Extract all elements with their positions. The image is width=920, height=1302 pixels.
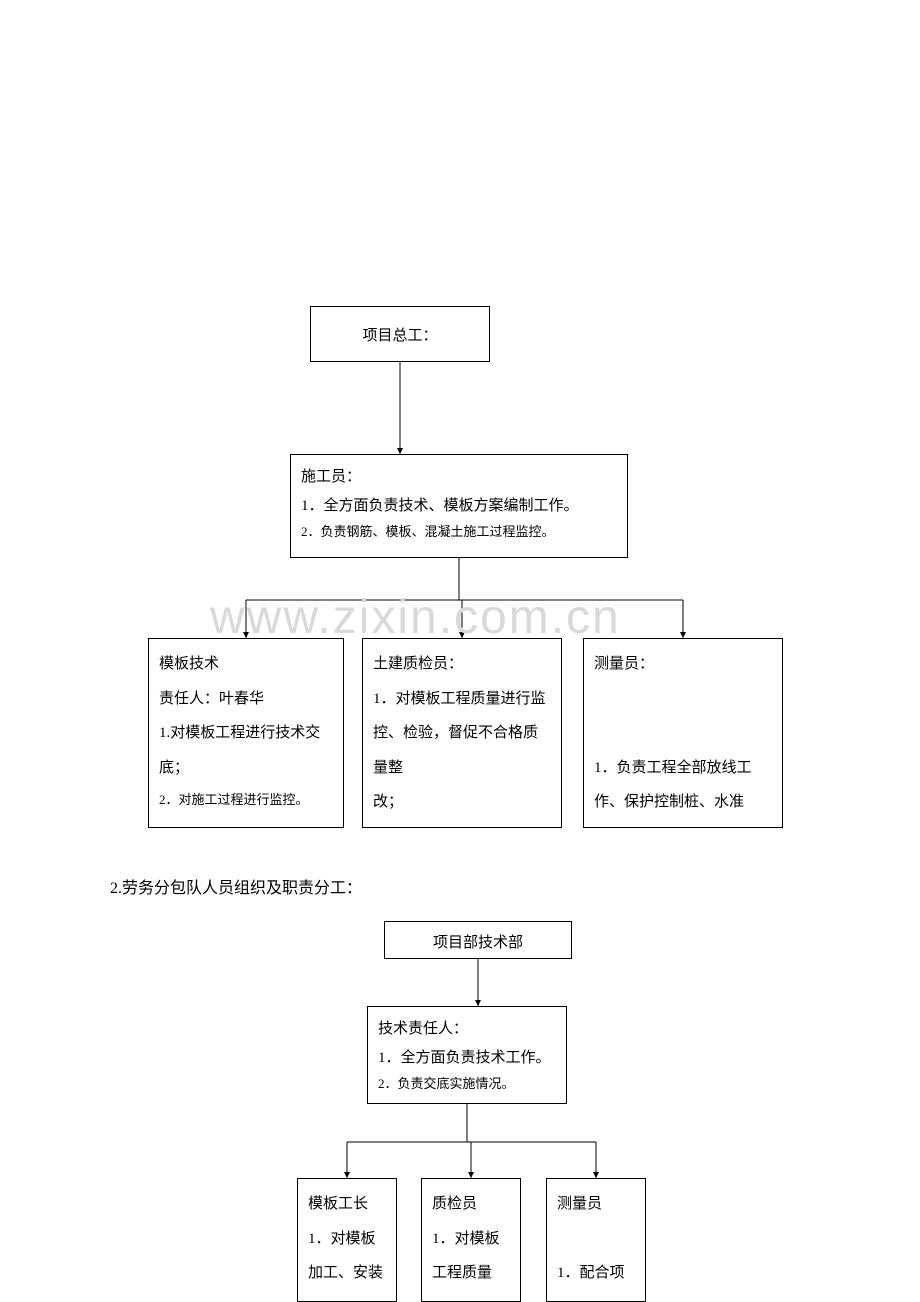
chart1-b1-l3: 底； — [159, 751, 333, 786]
chart1-top-label: 项目总工： — [362, 328, 437, 344]
chart2-b1-l2: 加工、安装 — [308, 1256, 386, 1291]
chart2-mid-l1: 1．全方面负责技术工作。 — [378, 1044, 556, 1073]
chart1-b1-l4: 2．对施工过程进行监控。 — [159, 785, 333, 815]
chart1-b3-l3: 1．负责工程全部放线工 — [594, 751, 772, 786]
chart1-top-box: 项目总工： — [310, 306, 490, 362]
chart2-mid-box: 技术责任人： 1．全方面负责技术工作。 2．负责交底实施情况。 — [367, 1006, 567, 1104]
chart2-bottom-box-1: 模板工长 1．对模板 加工、安装 — [297, 1178, 397, 1302]
chart1-mid-line0: 施工员： — [301, 463, 617, 492]
chart1-b2-l3: 改； — [373, 785, 551, 820]
chart2-b2-l0: 质检员 — [432, 1187, 510, 1222]
chart1-b3-l4: 作、保护控制桩、水准点。 — [594, 785, 772, 828]
chart1-b2-l0: 土建质检员： — [373, 647, 551, 682]
chart1-b3-l1 — [594, 682, 772, 717]
chart2-b3-l0: 测量员 — [557, 1187, 635, 1222]
chart1-mid-line2: 2．负责钢筋、模板、混凝土施工过程监控。 — [301, 520, 617, 545]
chart1-bottom-box-1: 模板技术 责任人：叶春华 1.对模板工程进行技术交 底； 2．对施工过程进行监控… — [148, 638, 344, 828]
chart2-top-label: 项目部技术部 — [433, 935, 523, 951]
chart2-bottom-box-2: 质检员 1．对模板 工程质量 — [421, 1178, 521, 1302]
chart1-b2-l4: 2．对建材质量进行检验。 — [373, 820, 551, 829]
chart2-top-box: 项目部技术部 — [384, 921, 572, 959]
chart2-b1-l0: 模板工长 — [308, 1187, 386, 1222]
chart1-bottom-box-2: 土建质检员： 1．对模板工程质量进行监 控、检验，督促不合格质量整 改； 2．对… — [362, 638, 562, 828]
chart1-b1-l1: 责任人：叶春华 — [159, 682, 333, 717]
section2-label: 2.劳务分包队人员组织及职责分工： — [110, 876, 362, 902]
chart2-b3-l1 — [557, 1222, 635, 1257]
chart1-mid-box: 施工员： 1．全方面负责技术、模板方案编制工作。 2．负责钢筋、模板、混凝土施工… — [290, 454, 628, 558]
chart2-b3-l2: 1．配合项 — [557, 1256, 635, 1291]
chart1-b3-l0: 测量员： — [594, 647, 772, 682]
chart2-b2-l1: 1．对模板 — [432, 1222, 510, 1257]
chart2-b2-l2: 工程质量 — [432, 1256, 510, 1291]
chart2-bottom-box-3: 测量员 1．配合项 — [546, 1178, 646, 1302]
chart1-b2-l1: 1．对模板工程质量进行监 — [373, 682, 551, 717]
chart1-bottom-box-3: 测量员： 1．负责工程全部放线工 作、保护控制桩、水准点。 — [583, 638, 783, 828]
chart1-b1-l2: 1.对模板工程进行技术交 — [159, 716, 333, 751]
chart2-mid-l0: 技术责任人： — [378, 1015, 556, 1044]
chart1-b3-l2 — [594, 716, 772, 751]
chart2-b1-l1: 1．对模板 — [308, 1222, 386, 1257]
chart1-mid-line1: 1．全方面负责技术、模板方案编制工作。 — [301, 492, 617, 521]
chart2-mid-l2: 2．负责交底实施情况。 — [378, 1072, 556, 1097]
chart1-b1-l0: 模板技术 — [159, 647, 333, 682]
chart1-b2-l2: 控、检验，督促不合格质量整 — [373, 716, 551, 785]
